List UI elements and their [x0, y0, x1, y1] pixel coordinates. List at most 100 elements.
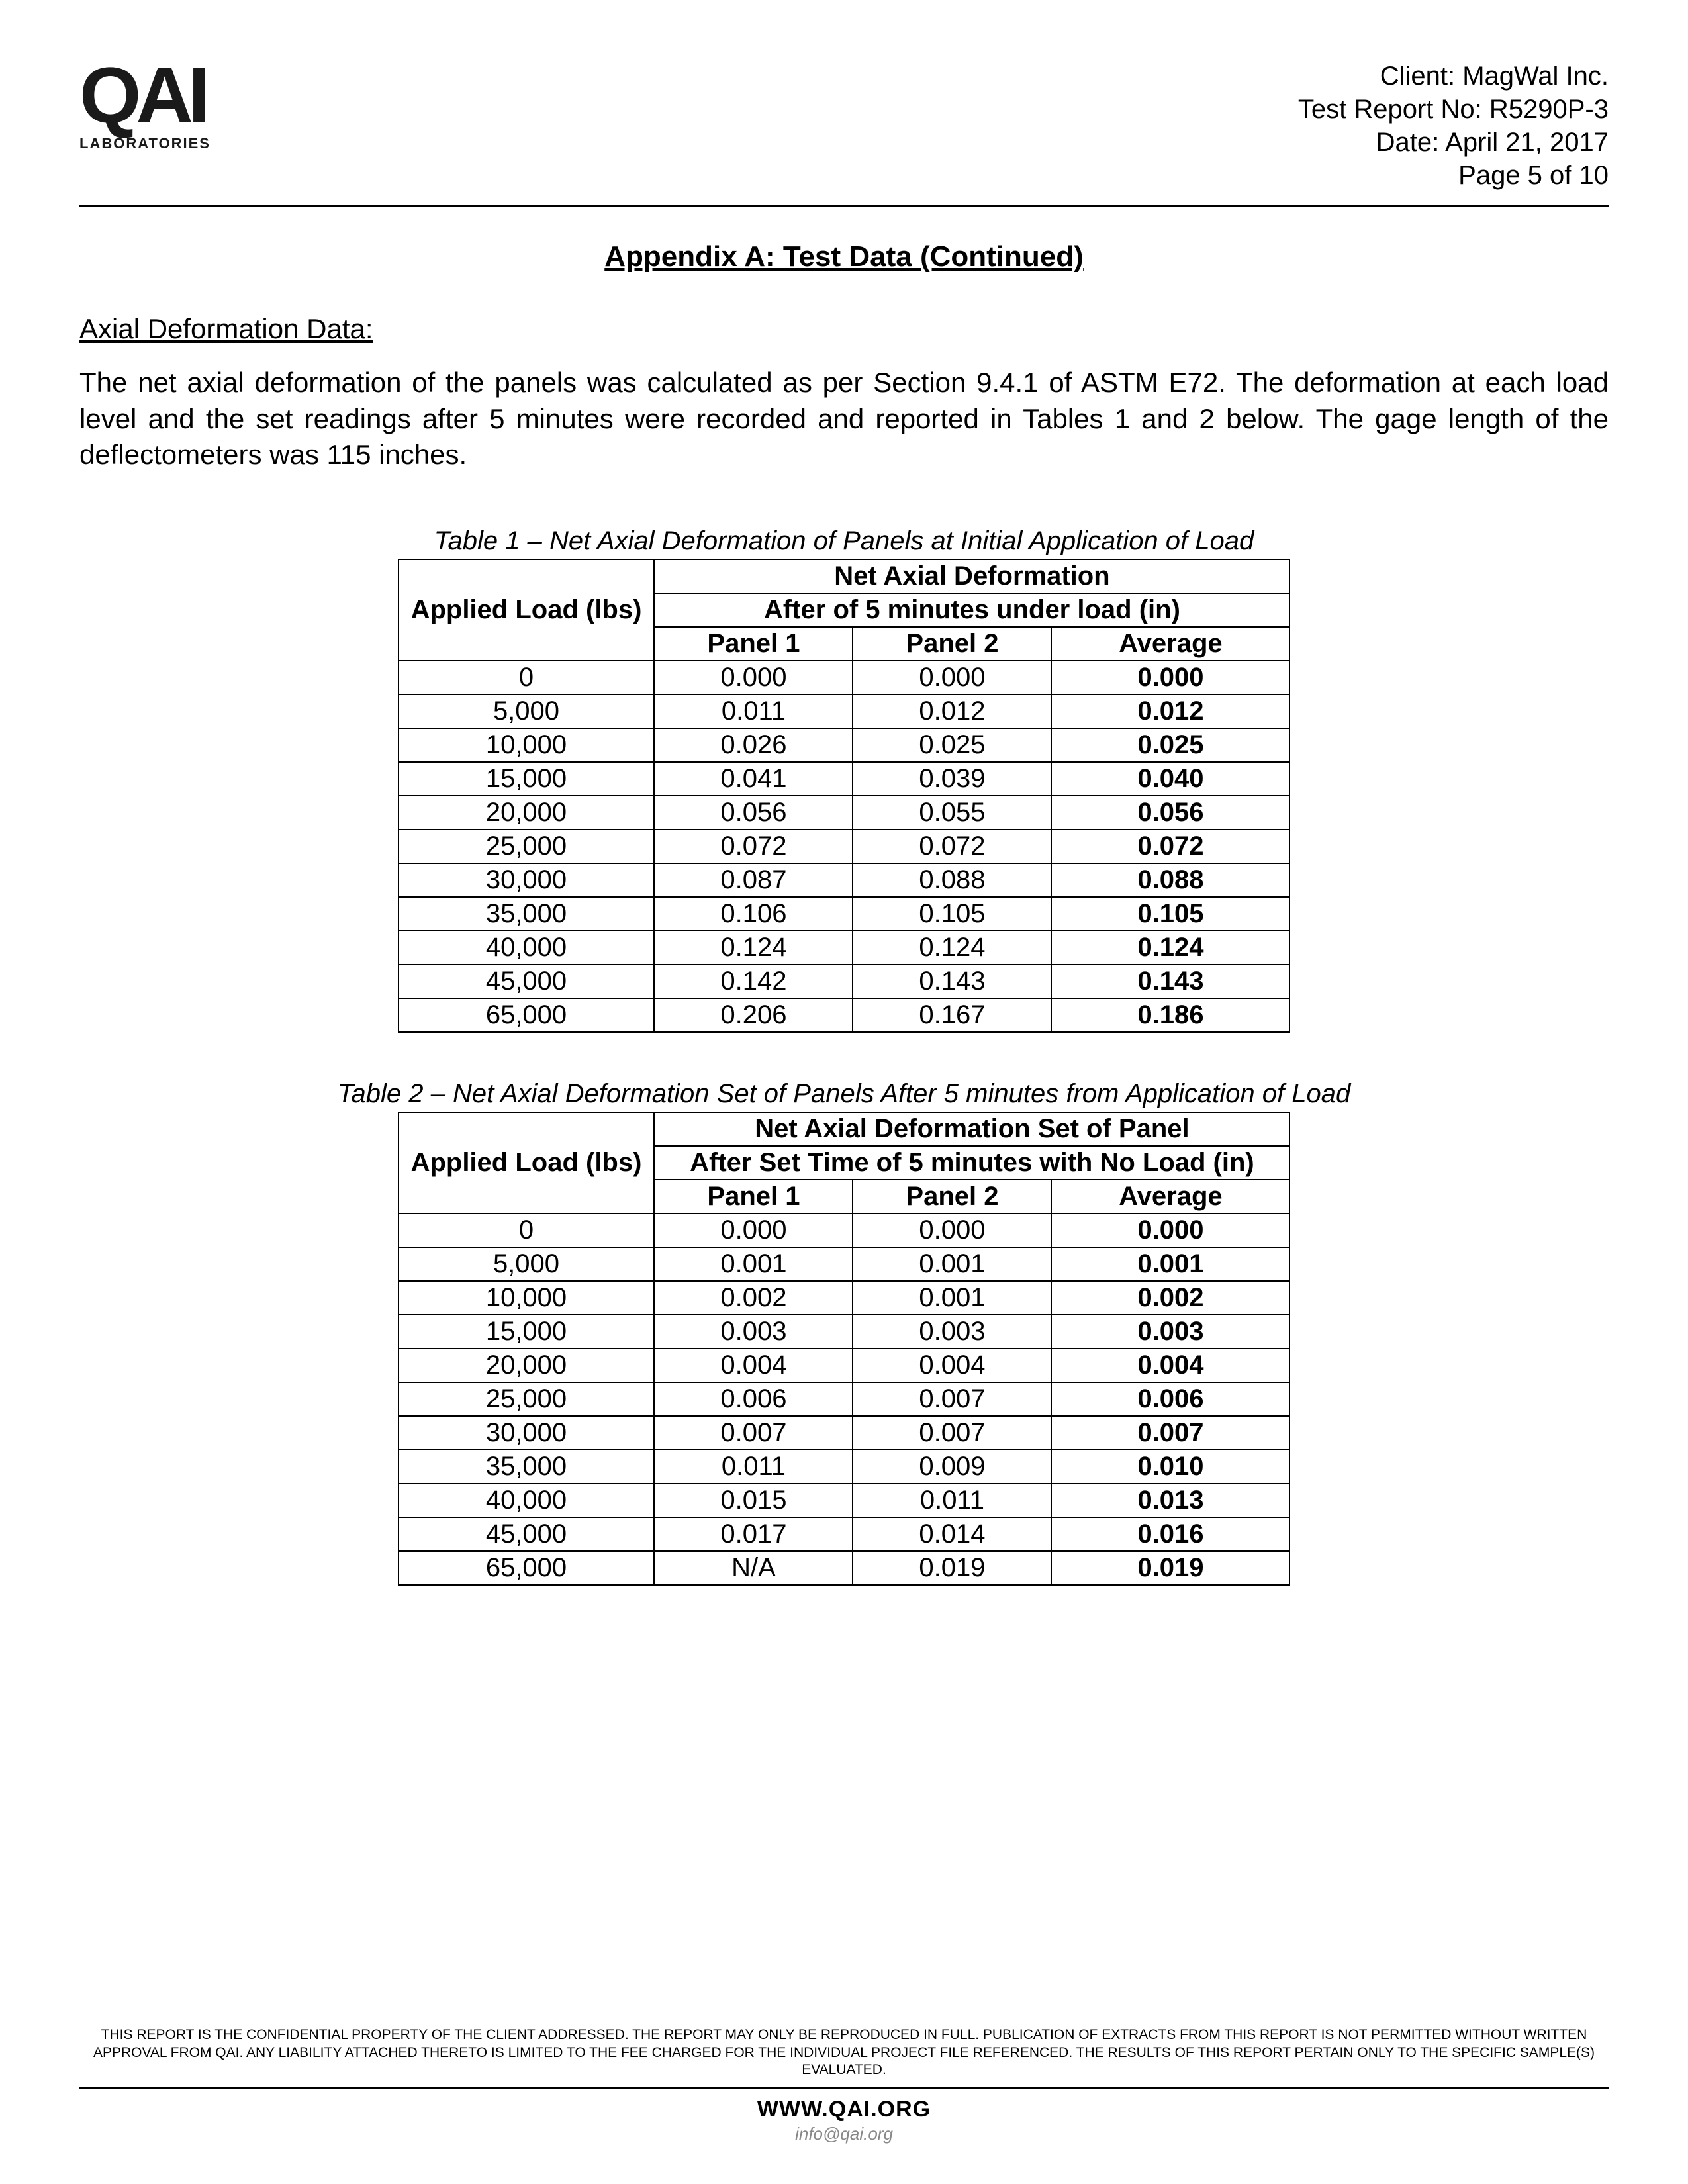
- cell-panel1: 0.015: [654, 1484, 853, 1517]
- cell-panel2: 0.000: [853, 661, 1051, 694]
- table1-caption: Table 1 – Net Axial Deformation of Panel…: [79, 526, 1609, 556]
- cell-panel1: 0.124: [654, 931, 853, 965]
- table1-col-load: Applied Load (lbs): [399, 559, 655, 661]
- cell-load: 10,000: [399, 728, 655, 762]
- cell-average: 0.072: [1051, 830, 1289, 863]
- footer-email: info@qai.org: [79, 2124, 1609, 2144]
- table2-col-load: Applied Load (lbs): [399, 1112, 655, 1213]
- cell-load: 40,000: [399, 1484, 655, 1517]
- cell-load: 40,000: [399, 931, 655, 965]
- report-line: Test Report No: R5290P-3: [1298, 93, 1609, 126]
- cell-load: 15,000: [399, 762, 655, 796]
- cell-average: 0.000: [1051, 1213, 1289, 1247]
- cell-load: 15,000: [399, 1315, 655, 1349]
- cell-panel2: 0.014: [853, 1517, 1051, 1551]
- cell-panel1: 0.003: [654, 1315, 853, 1349]
- cell-panel2: 0.167: [853, 998, 1051, 1032]
- cell-panel1: 0.002: [654, 1281, 853, 1315]
- cell-average: 0.001: [1051, 1247, 1289, 1281]
- cell-panel2: 0.012: [853, 694, 1051, 728]
- intro-paragraph: The net axial deformation of the panels …: [79, 365, 1609, 473]
- cell-panel1: 0.142: [654, 965, 853, 998]
- cell-panel1: 0.056: [654, 796, 853, 830]
- cell-average: 0.013: [1051, 1484, 1289, 1517]
- cell-load: 25,000: [399, 1382, 655, 1416]
- cell-average: 0.143: [1051, 965, 1289, 998]
- cell-average: 0.025: [1051, 728, 1289, 762]
- logo-subtext: LABORATORIES: [79, 135, 211, 152]
- cell-load: 35,000: [399, 897, 655, 931]
- footer-rule: [79, 2087, 1609, 2089]
- cell-panel2: 0.007: [853, 1416, 1051, 1450]
- cell-panel1: 0.041: [654, 762, 853, 796]
- cell-average: 0.040: [1051, 762, 1289, 796]
- table-row: 25,0000.0720.0720.072: [399, 830, 1290, 863]
- cell-load: 65,000: [399, 1551, 655, 1585]
- cell-load: 5,000: [399, 694, 655, 728]
- cell-panel2: 0.055: [853, 796, 1051, 830]
- cell-load: 35,000: [399, 1450, 655, 1484]
- cell-panel1: 0.001: [654, 1247, 853, 1281]
- table-row: 40,0000.1240.1240.124: [399, 931, 1290, 965]
- table1-subgroup-header: After of 5 minutes under load (in): [654, 593, 1289, 627]
- cell-panel2: 0.003: [853, 1315, 1051, 1349]
- cell-panel2: 0.000: [853, 1213, 1051, 1247]
- cell-load: 25,000: [399, 830, 655, 863]
- cell-panel2: 0.088: [853, 863, 1051, 897]
- cell-panel2: 0.072: [853, 830, 1051, 863]
- cell-average: 0.007: [1051, 1416, 1289, 1450]
- table2-col-panel2: Panel 2: [853, 1180, 1051, 1213]
- table-row: 35,0000.1060.1050.105: [399, 897, 1290, 931]
- cell-average: 0.012: [1051, 694, 1289, 728]
- cell-average: 0.002: [1051, 1281, 1289, 1315]
- table-row: 10,0000.0020.0010.002: [399, 1281, 1290, 1315]
- client-line: Client: MagWal Inc.: [1298, 60, 1609, 93]
- cell-panel2: 0.039: [853, 762, 1051, 796]
- cell-panel1: 0.072: [654, 830, 853, 863]
- table-row: 10,0000.0260.0250.025: [399, 728, 1290, 762]
- cell-average: 0.056: [1051, 796, 1289, 830]
- table-row: 30,0000.0070.0070.007: [399, 1416, 1290, 1450]
- date-line: Date: April 21, 2017: [1298, 126, 1609, 159]
- header-rule: [79, 205, 1609, 207]
- cell-panel2: 0.001: [853, 1247, 1051, 1281]
- table-row: 35,0000.0110.0090.010: [399, 1450, 1290, 1484]
- cell-panel2: 0.011: [853, 1484, 1051, 1517]
- table-row: 5,0000.0110.0120.012: [399, 694, 1290, 728]
- header-meta: Client: MagWal Inc. Test Report No: R529…: [1298, 60, 1609, 192]
- cell-panel1: N/A: [654, 1551, 853, 1585]
- cell-panel2: 0.009: [853, 1450, 1051, 1484]
- cell-panel2: 0.025: [853, 728, 1051, 762]
- cell-average: 0.105: [1051, 897, 1289, 931]
- footer-url: WWW.QAI.ORG: [79, 2097, 1609, 2122]
- cell-average: 0.016: [1051, 1517, 1289, 1551]
- table-row: 00.0000.0000.000: [399, 661, 1290, 694]
- cell-average: 0.000: [1051, 661, 1289, 694]
- cell-panel2: 0.143: [853, 965, 1051, 998]
- cell-panel2: 0.105: [853, 897, 1051, 931]
- table-row: 15,0000.0410.0390.040: [399, 762, 1290, 796]
- table1-col-panel1: Panel 1: [654, 627, 853, 661]
- cell-panel1: 0.026: [654, 728, 853, 762]
- table-row: 45,0000.0170.0140.016: [399, 1517, 1290, 1551]
- table-row: 00.0000.0000.000: [399, 1213, 1290, 1247]
- table-row: 30,0000.0870.0880.088: [399, 863, 1290, 897]
- cell-panel1: 0.006: [654, 1382, 853, 1416]
- cell-average: 0.003: [1051, 1315, 1289, 1349]
- cell-average: 0.010: [1051, 1450, 1289, 1484]
- table2-col-avg: Average: [1051, 1180, 1289, 1213]
- subsection-title: Axial Deformation Data:: [79, 313, 1609, 345]
- cell-load: 45,000: [399, 965, 655, 998]
- cell-load: 45,000: [399, 1517, 655, 1551]
- table-row: 65,000N/A0.0190.019: [399, 1551, 1290, 1585]
- table1: Applied Load (lbs) Net Axial Deformation…: [398, 559, 1291, 1033]
- footer-disclaimer: THIS REPORT IS THE CONFIDENTIAL PROPERTY…: [79, 2026, 1609, 2079]
- cell-panel1: 0.011: [654, 1450, 853, 1484]
- table-row: 20,0000.0040.0040.004: [399, 1349, 1290, 1382]
- table-row: 40,0000.0150.0110.013: [399, 1484, 1290, 1517]
- cell-load: 65,000: [399, 998, 655, 1032]
- table1-group-header: Net Axial Deformation: [654, 559, 1289, 593]
- cell-average: 0.186: [1051, 998, 1289, 1032]
- cell-load: 30,000: [399, 1416, 655, 1450]
- page-header: QAI LABORATORIES Client: MagWal Inc. Tes…: [79, 60, 1609, 192]
